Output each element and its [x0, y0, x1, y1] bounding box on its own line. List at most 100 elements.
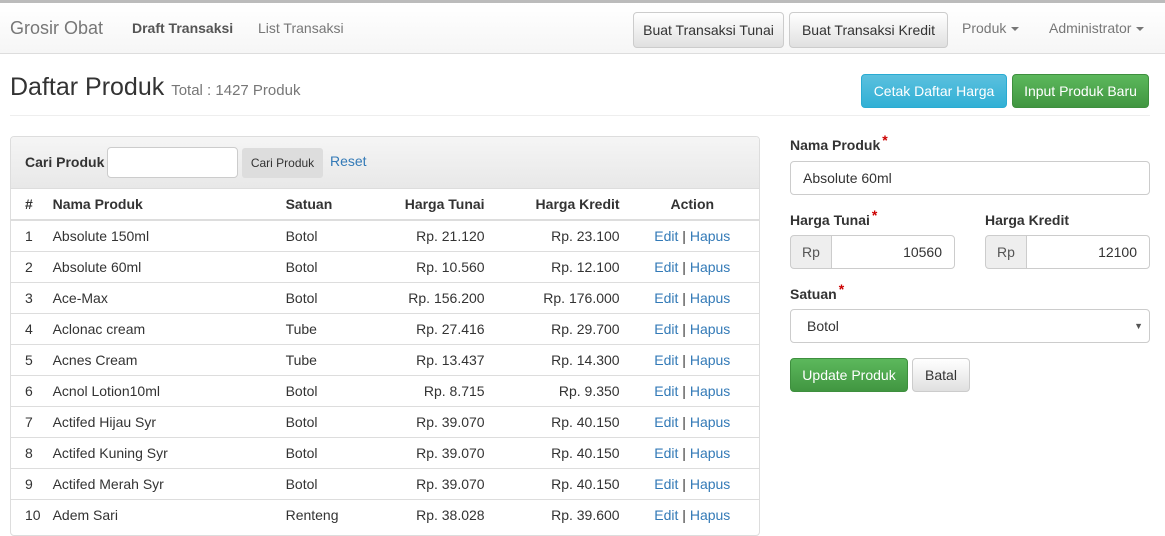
- row-no: 8: [11, 436, 47, 468]
- caret-down-icon: [1011, 27, 1020, 32]
- edit-link[interactable]: Edit: [654, 506, 679, 523]
- row-harga-kredit: Rp. 40.150: [490, 405, 626, 437]
- brand[interactable]: Grosir Obat: [10, 18, 104, 38]
- search-button[interactable]: Cari Produk: [242, 148, 323, 178]
- hapus-link[interactable]: Hapus: [689, 320, 731, 337]
- hapus-link[interactable]: Hapus: [689, 444, 731, 461]
- nav-list-transaksi[interactable]: List Transaksi: [258, 20, 344, 36]
- harga-kredit-label: Harga Kredit: [985, 212, 1070, 228]
- required-mark: *: [838, 281, 845, 297]
- harga-tunai-label: Harga Tunai *: [790, 207, 877, 228]
- hapus-link[interactable]: Hapus: [689, 227, 731, 244]
- edit-link[interactable]: Edit: [654, 351, 679, 368]
- required-mark: *: [882, 132, 888, 148]
- search-input[interactable]: [107, 147, 238, 178]
- row-harga-tunai: Rp. 39.070: [369, 405, 491, 437]
- edit-link[interactable]: Edit: [654, 413, 679, 430]
- separator: |: [682, 227, 686, 244]
- edit-link[interactable]: Edit: [654, 227, 679, 244]
- col-harga-tunai: Harga Tunai: [369, 189, 491, 221]
- row-harga-tunai: Rp. 39.070: [369, 436, 491, 468]
- separator: |: [682, 475, 686, 492]
- row-no: 2: [11, 250, 47, 282]
- hapus-link[interactable]: Hapus: [689, 382, 731, 399]
- label-text: Nama Produk: [790, 137, 881, 153]
- row-satuan: Botol: [279, 219, 370, 251]
- hapus-link[interactable]: Hapus: [689, 289, 731, 306]
- table-row: 7 Actifed Hijau Syr Botol Rp. 39.070 Rp. 40.…: [11, 405, 759, 437]
- row-no: 1: [11, 219, 47, 251]
- col-satuan: Satuan: [279, 189, 370, 221]
- update-produk-button[interactable]: Update Produk: [790, 358, 908, 392]
- col-harga-kredit: Harga Kredit: [490, 189, 626, 221]
- row-harga-kredit: Rp. 12.100: [490, 250, 626, 282]
- row-harga-tunai: Rp. 38.028: [369, 498, 491, 530]
- separator: |: [682, 506, 686, 523]
- hapus-link[interactable]: Hapus: [689, 413, 731, 430]
- edit-link[interactable]: Edit: [654, 320, 679, 337]
- row-no: 3: [11, 281, 47, 313]
- satuan-select[interactable]: Botol ▼: [790, 309, 1150, 343]
- row-nama: Actifed Merah Syr: [46, 467, 280, 499]
- row-nama: Aclonac cream: [46, 312, 280, 344]
- table-row: 10 Adem Sari Renteng Rp. 38.028 Rp. 39.600 Ed…: [11, 498, 759, 530]
- row-action: Edit | Hapus: [625, 312, 759, 344]
- row-no: 6: [11, 374, 47, 406]
- hapus-link[interactable]: Hapus: [689, 475, 731, 492]
- harga-kredit-input[interactable]: 12100: [1026, 235, 1150, 269]
- input-produk-baru-button[interactable]: Input Produk Baru: [1012, 74, 1149, 108]
- divider: [10, 115, 1150, 116]
- required-mark: *: [871, 207, 878, 223]
- buat-transaksi-tunai-button[interactable]: Buat Transaksi Tunai: [633, 12, 784, 48]
- separator: |: [682, 382, 686, 399]
- page-title: Daftar Produk Total : 1427 Produk: [10, 73, 300, 102]
- cetak-daftar-harga-button[interactable]: Cetak Daftar Harga: [861, 74, 1007, 108]
- edit-link[interactable]: Edit: [654, 258, 679, 275]
- row-nama: Ace-Max: [46, 281, 280, 313]
- batal-button[interactable]: Batal: [912, 358, 970, 392]
- table-row: 3 Ace-Max Botol Rp. 156.200 Rp. 176.000 Edit …: [11, 281, 759, 313]
- search-label: Cari Produk: [25, 154, 105, 170]
- row-no: 7: [11, 405, 47, 437]
- col-nama: Nama Produk: [46, 189, 280, 221]
- separator: |: [682, 413, 686, 430]
- col-action: Action: [625, 189, 759, 221]
- row-nama: Actifed Hijau Syr: [46, 405, 280, 437]
- row-no: 10: [11, 498, 47, 530]
- table-row: 2 Absolute 60ml Botol Rp. 10.560 Rp. 12.100 E…: [11, 250, 759, 282]
- edit-link[interactable]: Edit: [654, 382, 679, 399]
- row-harga-tunai: Rp. 10.560: [369, 250, 491, 282]
- row-harga-kredit: Rp. 29.700: [490, 312, 626, 344]
- row-harga-tunai: Rp. 27.416: [369, 312, 491, 344]
- product-list-panel: Cari Produk Cari Produk Reset # Nama Pro…: [10, 136, 760, 536]
- row-satuan: Tube: [279, 312, 370, 344]
- produk-dropdown[interactable]: Produk: [962, 20, 1020, 36]
- produk-label: Produk: [962, 20, 1007, 36]
- rp-addon: Rp: [985, 235, 1027, 269]
- hapus-link[interactable]: Hapus: [689, 506, 731, 523]
- edit-link[interactable]: Edit: [654, 444, 679, 461]
- administrator-dropdown[interactable]: Administrator: [1049, 20, 1145, 36]
- row-action: Edit | Hapus: [625, 374, 759, 406]
- edit-link[interactable]: Edit: [654, 289, 679, 306]
- edit-link[interactable]: Edit: [654, 475, 679, 492]
- buat-transaksi-kredit-button[interactable]: Buat Transaksi Kredit: [789, 12, 948, 48]
- separator: |: [682, 320, 686, 337]
- row-satuan: Tube: [279, 343, 370, 375]
- col-no: #: [11, 189, 47, 221]
- hapus-link[interactable]: Hapus: [689, 351, 731, 368]
- nav-draft-transaksi[interactable]: Draft Transaksi: [132, 20, 234, 36]
- reset-link[interactable]: Reset: [330, 153, 367, 169]
- row-harga-tunai: Rp. 8.715: [369, 374, 491, 406]
- hapus-link[interactable]: Hapus: [689, 258, 731, 275]
- satuan-value: Botol: [807, 318, 839, 334]
- row-harga-tunai: Rp. 156.200: [369, 281, 491, 313]
- row-nama: Absolute 60ml: [46, 250, 280, 282]
- harga-tunai-input[interactable]: 10560: [831, 235, 955, 269]
- product-table: # Nama Produk Satuan Harga Tunai Harga K…: [11, 189, 759, 530]
- table-row: 5 Acnes Cream Tube Rp. 13.437 Rp. 14.300 Edit…: [11, 343, 759, 375]
- table-row: 1 Absolute 150ml Botol Rp. 21.120 Rp. 23.100…: [11, 219, 759, 251]
- row-harga-kredit: Rp. 39.600: [490, 498, 626, 530]
- nama-produk-input[interactable]: Absolute 60ml: [790, 161, 1150, 195]
- row-harga-kredit: Rp. 40.150: [490, 467, 626, 499]
